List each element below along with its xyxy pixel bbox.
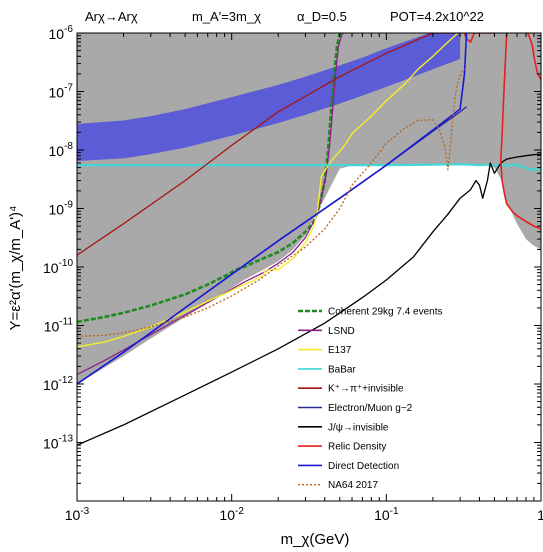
series-coherent-29kg-7-4-events xyxy=(77,33,344,324)
y-tick-label: 10-11 xyxy=(44,317,74,335)
series-lsnd xyxy=(77,33,344,376)
legend-label: BaBar xyxy=(328,364,356,375)
legend-item-e137: E137 xyxy=(298,345,352,356)
legend-label: NA64 2017 xyxy=(328,480,378,491)
header-alpha: α_D=0.5 xyxy=(297,9,347,24)
series-j-invisible xyxy=(77,153,541,446)
legend-item-k-invisible: K⁺→π⁺+invisible xyxy=(298,384,404,395)
x-tick-label: 10-3 xyxy=(65,506,90,523)
y-tick-label: 10-7 xyxy=(49,83,74,101)
series-babar xyxy=(77,163,541,172)
series-relic-density xyxy=(499,33,541,230)
y-tick-label: 10-10 xyxy=(43,258,73,276)
legend-label: K⁺→π⁺+invisible xyxy=(328,384,404,395)
legend-label: Electron/Muon g−2 xyxy=(328,403,413,414)
legend-item-na64-2017: NA64 2017 xyxy=(298,480,378,491)
legend-item-j-invisible: J/ψ→invisible xyxy=(298,422,389,433)
legend-label: LSND xyxy=(328,326,355,337)
legend-item-relic-density: Relic Density xyxy=(298,442,386,453)
series-na64-2017 xyxy=(77,67,467,338)
series-relic-density-upper-branch xyxy=(463,33,495,43)
x-tick-label: 10-1 xyxy=(374,506,399,523)
legend-item-direct-detection: Direct Detection xyxy=(298,461,399,472)
y-tick-label: 10-13 xyxy=(43,434,73,452)
legend-label: Coherent 29kg 7.4 events xyxy=(328,307,443,318)
legend-item-electron-muon-g-2: Electron/Muon g−2 xyxy=(298,403,413,414)
plot-layer xyxy=(77,33,541,446)
y-tick-label: 10-12 xyxy=(43,375,73,393)
legend-label: Relic Density xyxy=(328,442,386,453)
header-pot: POT=4.2x10^22 xyxy=(390,9,484,24)
y-tick-label: 10-8 xyxy=(49,141,74,159)
series-e137 xyxy=(77,33,459,348)
x-tick-label: 1 xyxy=(537,507,543,523)
header-process: Arχ→Arχ xyxy=(85,9,138,24)
legend-label: E137 xyxy=(328,345,352,356)
legend: Coherent 29kg 7.4 events LSND E137 BaBar K⁺→… xyxy=(298,307,443,491)
y-axis-label: Y=ε²α'(m_χ/m_A')⁴ xyxy=(7,205,24,330)
x-tick-label: 10-2 xyxy=(219,506,244,523)
y-tick-label: 10-9 xyxy=(49,200,74,218)
legend-label: J/ψ→invisible xyxy=(328,422,389,433)
legend-item-babar: BaBar xyxy=(298,364,356,375)
header-mass-ratio: m_A'=3m_χ xyxy=(192,9,261,24)
legend-item-lsnd: LSND xyxy=(298,326,355,337)
legend-item-coherent-29kg-7-4-events: Coherent 29kg 7.4 events xyxy=(298,307,443,318)
series-k-invisible xyxy=(77,33,461,256)
legend-label: Direct Detection xyxy=(328,461,399,472)
y-tick-label: 10-6 xyxy=(49,24,74,42)
x-axis-label: m_χ(GeV) xyxy=(281,531,350,548)
